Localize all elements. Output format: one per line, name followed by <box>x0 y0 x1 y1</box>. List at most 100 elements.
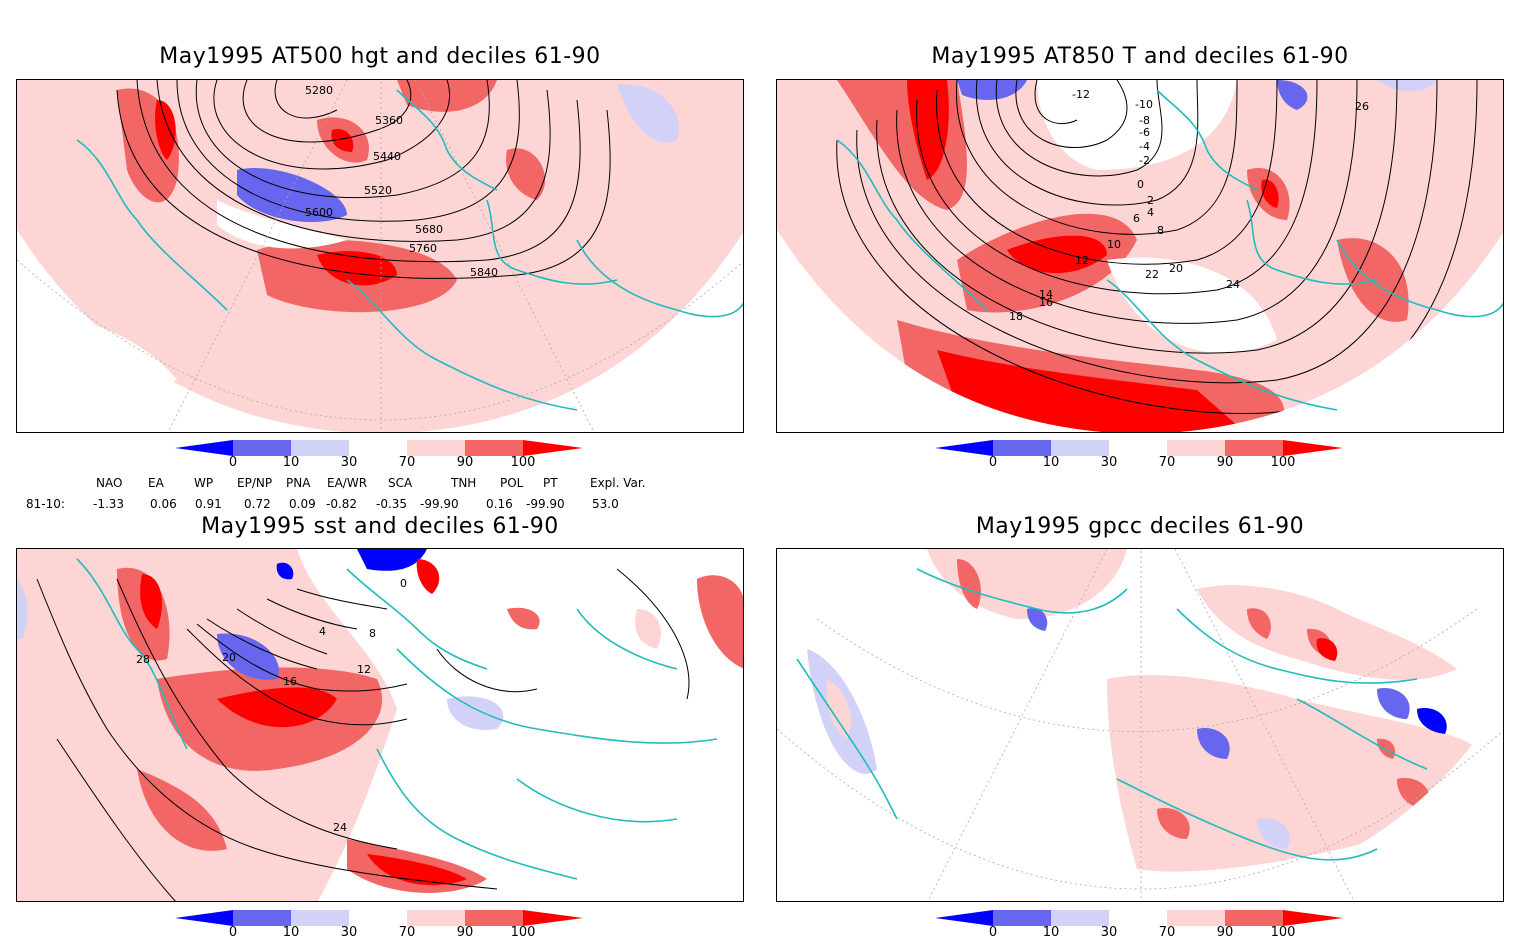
coastlines-t850 <box>836 89 1503 411</box>
contour-label: 22 <box>1145 268 1159 281</box>
contour-label: 20 <box>1169 262 1183 275</box>
contour-label: 20 <box>222 651 236 664</box>
colorbar-tick: 10 <box>1042 925 1060 940</box>
map-panel-t850: -12 -10 -8 -6 -4 -2 0 2 4 6 8 10 12 14 1… <box>776 79 1504 433</box>
panel-title-hgt500: May1995 AT500 hgt and deciles 61-90 <box>159 44 601 69</box>
contour-label: 14 <box>1039 288 1053 301</box>
contour-label: 5600 <box>305 206 333 219</box>
contour-label: 16 <box>283 675 297 688</box>
contour-label: -2 <box>1139 154 1150 167</box>
index-header-eawr: EA/WR <box>327 476 368 490</box>
contour-label: 5440 <box>373 150 401 163</box>
contour-label: 18 <box>1009 310 1023 323</box>
colorbar-gpcc: 0 10 30 70 90 100 <box>935 910 1355 950</box>
contour-label: -8 <box>1139 114 1150 127</box>
contour-label: -10 <box>1135 98 1153 111</box>
map-gpcc <box>777 549 1503 901</box>
colorbar-tick: 30 <box>1100 925 1118 940</box>
colorbar-tick: 30 <box>340 455 358 470</box>
index-value: -0.82 <box>326 497 358 511</box>
coastlines-sst <box>76 558 718 880</box>
colorbar-tick: 70 <box>1158 455 1176 470</box>
colorbar-hgt500: 0 10 30 70 90 100 <box>175 440 595 480</box>
colorbar-tick: 0 <box>988 455 998 470</box>
index-row-label: 81-10: <box>26 497 65 511</box>
colorbar-tick: 10 <box>1042 455 1060 470</box>
colorbar-tick: 0 <box>228 925 238 940</box>
panel-title-gpcc: May1995 gpcc deciles 61-90 <box>975 514 1305 539</box>
colorbar-tick: 90 <box>456 925 474 940</box>
index-value: -0.35 <box>376 497 408 511</box>
contours-hgt500 <box>116 80 611 279</box>
contour-label: 5680 <box>415 223 443 236</box>
contour-label: 12 <box>1075 254 1089 267</box>
colorbar-tick: 70 <box>398 455 416 470</box>
colorbar-tick: 70 <box>398 925 416 940</box>
colorbar-t850: 0 10 30 70 90 100 <box>935 440 1355 480</box>
contour-label: 10 <box>1107 238 1121 251</box>
contour-label: 24 <box>333 821 347 834</box>
map-panel-hgt500: 5280 5360 5440 5520 5600 5680 5760 5840 <box>16 79 744 433</box>
contour-label: 5360 <box>375 114 403 127</box>
contour-label: -6 <box>1139 126 1150 139</box>
contour-label: 26 <box>1355 100 1369 113</box>
colorbar-tick: 90 <box>1216 455 1234 470</box>
contour-label: 0 <box>400 577 407 590</box>
coastlines-hgt500 <box>76 89 743 411</box>
colorbar-tick: 30 <box>1100 455 1118 470</box>
index-value: -99.90 <box>420 497 459 511</box>
contour-label: 5760 <box>409 242 437 255</box>
index-value: 0.16 <box>486 497 513 511</box>
index-value: 0.09 <box>289 497 316 511</box>
colorbar-tick: 10 <box>282 455 300 470</box>
map-hgt500: 5280 5360 5440 5520 5600 5680 5760 5840 <box>17 80 743 432</box>
panel-title-t850: May1995 AT850 T and deciles 61-90 <box>931 44 1349 69</box>
contour-label: 8 <box>369 627 376 640</box>
index-header-tnh: TNH <box>451 476 477 490</box>
contour-label: 2 <box>1147 194 1154 207</box>
index-header-pt: PT <box>543 476 558 490</box>
index-header-explvar: Expl. Var. <box>590 476 646 490</box>
colorbar-tick: 70 <box>1158 925 1176 940</box>
index-value: 0.72 <box>244 497 271 511</box>
colorbar-sst: 0 10 30 70 90 100 <box>175 910 595 950</box>
index-value: 53.0 <box>592 497 619 511</box>
index-header-pna: PNA <box>286 476 311 490</box>
contours-sst <box>36 568 690 901</box>
index-header-epnp: EP/NP <box>237 476 273 490</box>
colorbar-tick: 0 <box>988 925 998 940</box>
colorbar-tick: 0 <box>228 455 238 470</box>
coastlines-gpcc <box>796 568 1428 861</box>
contour-label: 5280 <box>305 84 333 97</box>
contour-label: 4 <box>319 625 326 638</box>
map-sst: 0 4 8 12 16 20 24 28 <box>17 549 743 901</box>
contour-label: 12 <box>357 663 371 676</box>
contour-label: 5520 <box>364 184 392 197</box>
colorbar-tick: 30 <box>340 925 358 940</box>
contours-t850 <box>836 80 1478 414</box>
map-panel-sst: 0 4 8 12 16 20 24 28 <box>16 548 744 902</box>
index-value: 0.91 <box>195 497 222 511</box>
colorbar-tick: 10 <box>282 925 300 940</box>
index-header-pol: POL <box>500 476 524 490</box>
map-panel-gpcc <box>776 548 1504 902</box>
index-value: 0.06 <box>150 497 177 511</box>
contour-label: 5840 <box>470 266 498 279</box>
contour-label: 6 <box>1133 212 1140 225</box>
index-header-ea: EA <box>148 476 164 490</box>
contour-label: 28 <box>136 653 150 666</box>
contour-label: 16 <box>1039 296 1053 309</box>
colorbar-tick: 100 <box>510 455 536 470</box>
map-t850: -12 -10 -8 -6 -4 -2 0 2 4 6 8 10 12 14 1… <box>777 80 1503 432</box>
colorbar-tick: 90 <box>1216 925 1234 940</box>
index-header-sca: SCA <box>388 476 413 490</box>
colorbar-tick: 90 <box>456 455 474 470</box>
index-header-nao: NAO <box>96 476 123 490</box>
colorbar-tick: 100 <box>1270 455 1296 470</box>
index-header-wp: WP <box>194 476 214 490</box>
contour-label: 8 <box>1157 224 1164 237</box>
contour-label: -12 <box>1072 88 1090 101</box>
index-value: -1.33 <box>93 497 125 511</box>
contour-label: -4 <box>1139 140 1150 153</box>
contour-label: 4 <box>1147 206 1154 219</box>
